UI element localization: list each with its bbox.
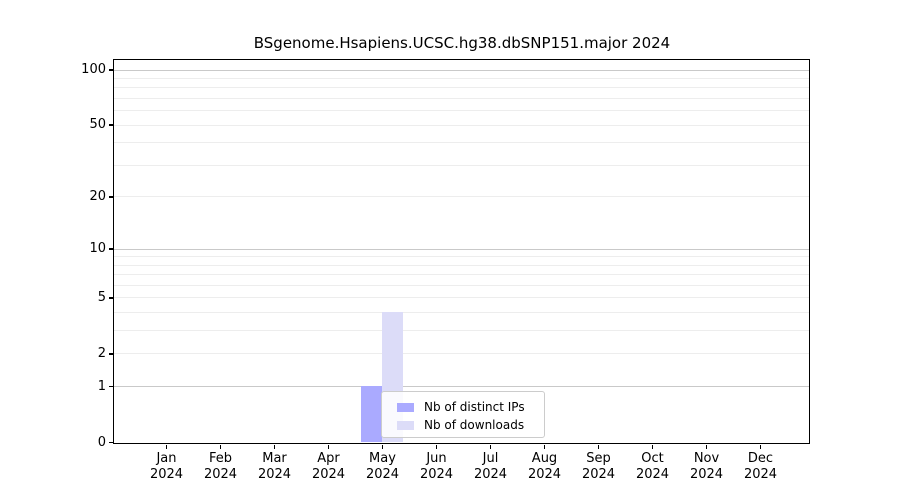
gridline-y-8 <box>114 264 809 266</box>
gridline-y-2 <box>114 353 809 355</box>
y-tick-label-1: 1 <box>97 378 106 394</box>
x-tick-month: Sep <box>586 451 611 466</box>
legend: Nb of distinct IPs Nb of downloads <box>381 391 545 438</box>
gridline-y-7 <box>114 274 809 276</box>
x-tick-year: 2024 <box>149 467 184 482</box>
y-tick-100 <box>109 69 114 71</box>
gridline-y-50 <box>114 124 809 126</box>
x-tick-year: 2024 <box>311 467 346 482</box>
y-tick-10 <box>109 248 114 250</box>
x-tick-year: 2024 <box>473 467 508 482</box>
plot-area <box>113 59 810 444</box>
x-tick-label-dec: Dec 2024 <box>733 451 789 483</box>
legend-label-downloads: Nb of downloads <box>424 418 525 432</box>
x-tick-jan <box>165 444 168 449</box>
legend-item-distinct-ips: Nb of distinct IPs <box>397 398 536 416</box>
x-tick-label-oct: Oct 2024 <box>625 451 681 483</box>
x-tick-label-jun: Jun 2024 <box>409 451 465 483</box>
x-tick-month: Nov <box>693 451 720 466</box>
x-tick-year: 2024 <box>257 467 292 482</box>
x-tick-label-mar: Mar 2024 <box>247 451 303 483</box>
y-tick-label-10: 10 <box>89 241 106 256</box>
x-tick-label-aug: Aug 2024 <box>517 451 573 483</box>
x-tick-jun <box>435 444 438 449</box>
x-tick-year: 2024 <box>635 467 670 482</box>
y-tick-label-5: 5 <box>97 289 106 305</box>
x-tick-year: 2024 <box>689 467 724 482</box>
x-tick-dec <box>759 444 762 449</box>
gridline-y-10 <box>114 248 809 250</box>
x-tick-year: 2024 <box>419 467 454 482</box>
gridline-y-20 <box>114 196 809 198</box>
y-tick-label-0: 0 <box>97 434 106 450</box>
y-tick-5 <box>109 297 114 299</box>
x-tick-year: 2024 <box>581 467 616 482</box>
gridline-y-40 <box>114 142 809 144</box>
y-tick-50 <box>109 124 114 126</box>
x-tick-sep <box>597 444 600 449</box>
x-tick-month: Dec <box>747 451 774 466</box>
x-tick-month: May <box>369 451 396 466</box>
x-tick-year: 2024 <box>365 467 400 482</box>
gridline-y-100 <box>114 69 809 71</box>
legend-label-distinct-ips: Nb of distinct IPs <box>424 400 525 414</box>
chart-title: BSgenome.Hsapiens.UCSC.hg38.dbSNP151.maj… <box>253 34 671 52</box>
gridline-y-9 <box>114 256 809 258</box>
x-tick-oct <box>651 444 654 449</box>
y-tick-20 <box>109 196 114 198</box>
gridline-y-4 <box>114 312 809 314</box>
gridline-y-1 <box>114 386 809 388</box>
x-tick-feb <box>219 444 222 449</box>
y-tick-0 <box>109 441 114 444</box>
y-tick-1 <box>109 385 114 388</box>
legend-swatch-distinct-ips <box>397 402 414 412</box>
x-tick-nov <box>705 444 708 449</box>
x-tick-label-feb: Feb 2024 <box>193 451 249 483</box>
x-tick-mar <box>273 444 276 449</box>
legend-swatch-downloads <box>397 420 414 430</box>
x-tick-month: Oct <box>641 451 664 466</box>
x-tick-month: Jun <box>426 451 447 466</box>
x-tick-year: 2024 <box>203 467 238 482</box>
x-tick-month: Mar <box>262 451 287 466</box>
x-tick-month: Jan <box>156 451 177 466</box>
x-tick-label-may: May 2024 <box>355 451 411 483</box>
x-tick-year: 2024 <box>527 467 562 482</box>
x-tick-label-sep: Sep 2024 <box>571 451 627 483</box>
bar-nb-of-distinct-ips-may <box>361 386 382 442</box>
gridline-y-80 <box>114 87 809 89</box>
gridline-y-60 <box>114 110 809 112</box>
y-tick-label-2: 2 <box>97 345 106 361</box>
gridline-y-90 <box>114 78 809 79</box>
x-tick-month: Apr <box>317 451 340 466</box>
legend-item-downloads: Nb of downloads <box>397 416 536 434</box>
x-tick-label-apr: Apr 2024 <box>301 451 357 483</box>
y-tick-label-20: 20 <box>89 188 106 204</box>
x-tick-apr <box>327 444 330 449</box>
x-tick-aug <box>543 444 546 449</box>
x-tick-month: Aug <box>531 451 558 466</box>
y-tick-2 <box>109 353 114 355</box>
gridline-y-70 <box>114 98 809 100</box>
x-tick-month: Feb <box>208 451 233 466</box>
x-tick-year: 2024 <box>743 467 778 482</box>
x-tick-label-jul: Jul 2024 <box>463 451 519 483</box>
x-tick-label-nov: Nov 2024 <box>679 451 735 483</box>
x-tick-may <box>381 444 384 449</box>
gridline-y-5 <box>114 297 809 299</box>
y-tick-label-50: 50 <box>89 117 106 133</box>
x-tick-jul <box>489 444 492 449</box>
gridline-y-30 <box>114 164 809 166</box>
gridline-y-6 <box>114 284 809 286</box>
x-tick-label-jan: Jan 2024 <box>139 451 195 483</box>
y-tick-label-100: 100 <box>81 62 106 78</box>
gridline-y-3 <box>114 330 809 332</box>
x-tick-month: Jul <box>482 451 499 466</box>
